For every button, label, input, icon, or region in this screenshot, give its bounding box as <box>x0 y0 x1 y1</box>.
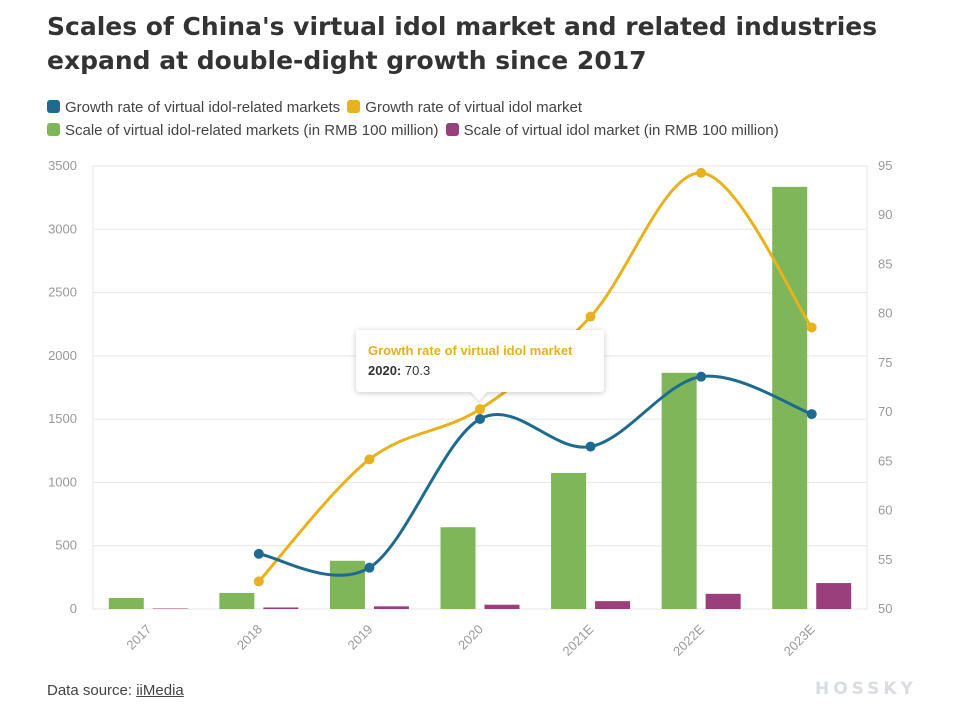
tooltip-value: 70.3 <box>404 363 431 378</box>
watermark-logo: HOSSKY <box>815 679 917 699</box>
data-point <box>475 414 485 425</box>
y-right-tick-label: 65 <box>878 453 892 468</box>
data-point <box>806 322 817 333</box>
data-point <box>253 548 264 559</box>
data-point <box>364 562 375 573</box>
bar <box>263 607 299 609</box>
x-tick-label: 2017 <box>123 622 154 653</box>
legend-item-related-growth[interactable]: Growth rate of virtual idol-related mark… <box>47 96 340 119</box>
tooltip-body: 2020: 70.3 <box>368 363 430 378</box>
bar <box>661 372 697 609</box>
source-link[interactable]: iiMedia <box>136 682 184 699</box>
y-left-tick-label: 2000 <box>48 348 77 363</box>
y-right-tick-label: 85 <box>878 256 892 271</box>
tooltip: Growth rate of virtual idol market 2020:… <box>356 330 604 392</box>
legend-swatch <box>47 100 60 113</box>
bar <box>108 597 144 609</box>
x-tick-label: 2019 <box>344 622 375 653</box>
data-point <box>806 409 817 420</box>
y-left-tick-label: 0 <box>70 601 77 616</box>
y-right-tick-label: 90 <box>878 207 892 222</box>
x-tick-label: 2020 <box>455 622 486 653</box>
data-point <box>364 454 375 465</box>
y-left-tick-label: 3000 <box>48 221 77 236</box>
tooltip-category: 2020: <box>368 363 402 378</box>
tooltip-arrow <box>470 391 488 401</box>
legend: Growth rate of virtual idol-related mark… <box>47 96 947 142</box>
bar <box>595 601 631 609</box>
y-right-tick-label: 70 <box>878 404 892 419</box>
x-tick-label: 2022E <box>670 621 707 658</box>
legend-label: Growth rate of virtual idol market <box>365 99 583 116</box>
y-right-tick-label: 55 <box>878 552 892 567</box>
bar <box>816 583 852 609</box>
bar <box>152 608 188 609</box>
chart-title: Scales of China's virtual idol market an… <box>47 12 878 75</box>
legend-label: Scale of virtual idol-related markets (i… <box>65 122 439 139</box>
bar <box>440 527 476 609</box>
bar <box>373 606 409 609</box>
legend-item-idol-scale[interactable]: Scale of virtual idol market (in RMB 100… <box>445 119 779 142</box>
source-label: Data source: <box>47 682 133 699</box>
data-point <box>585 311 596 322</box>
legend-swatch <box>445 123 459 136</box>
bar <box>484 604 520 609</box>
x-tick-label: 2018 <box>234 622 265 653</box>
bar <box>329 560 365 609</box>
bar <box>219 592 255 609</box>
legend-swatch <box>47 123 60 136</box>
y-left-tick-label: 500 <box>55 538 77 553</box>
data-source: Data source: iiMedia <box>47 682 184 699</box>
y-left-tick-label: 1000 <box>48 474 77 489</box>
x-tick-label: 2021E <box>560 621 597 658</box>
legend-item-idol-growth[interactable]: Growth rate of virtual idol market <box>347 96 582 119</box>
y-left-tick-label: 1500 <box>48 411 77 426</box>
legend-item-related-scale[interactable]: Scale of virtual idol-related markets (i… <box>47 119 438 142</box>
x-tick-label: 2023E <box>781 621 818 658</box>
y-right-tick-label: 50 <box>878 601 892 616</box>
data-point <box>696 371 707 382</box>
y-right-tick-label: 80 <box>878 306 892 321</box>
series-line <box>258 374 813 577</box>
y-right-tick-label: 75 <box>878 355 892 370</box>
data-point <box>585 441 596 452</box>
tooltip-title: Growth rate of virtual idol market <box>368 343 573 358</box>
y-left-tick-label: 2500 <box>48 285 77 300</box>
data-point <box>253 576 264 587</box>
legend-label: Scale of virtual idol market (in RMB 100… <box>463 122 779 139</box>
data-point <box>696 167 707 178</box>
data-point <box>475 404 485 415</box>
y-right-tick-label: 60 <box>878 503 892 518</box>
legend-label: Growth rate of virtual idol-related mark… <box>65 99 341 116</box>
y-left-tick-label: 3500 <box>48 158 77 173</box>
bar <box>705 593 741 609</box>
y-right-tick-label: 95 <box>878 158 892 173</box>
bar <box>551 472 587 609</box>
legend-swatch <box>347 100 361 113</box>
